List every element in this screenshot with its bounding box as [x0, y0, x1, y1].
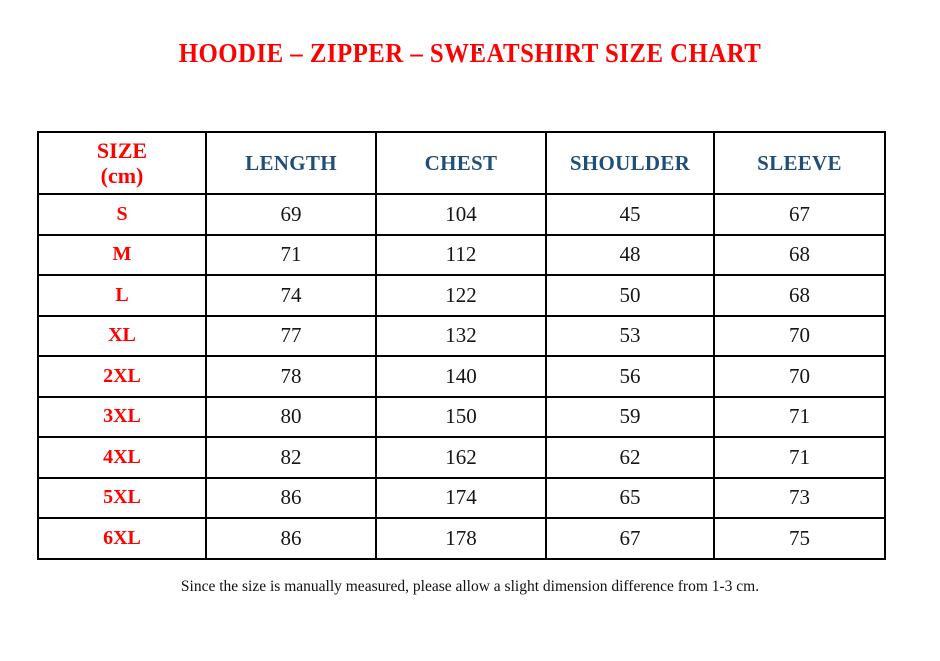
table-row-4xl: 4XL 82 162 62 71: [37, 436, 886, 479]
column-header-chest: CHEST: [375, 131, 547, 195]
size-label: L: [37, 274, 207, 317]
size-header-line1: SIZE: [96, 138, 148, 163]
length-value: 86: [205, 476, 377, 519]
size-chart-table: SIZE (cm) LENGTH CHEST SHOULDER SLEEVE S…: [37, 131, 886, 560]
sleeve-value: 67: [713, 193, 886, 236]
size-label: 6XL: [37, 517, 207, 560]
page-title: HOODIE – ZIPPER – SWEATSHIRT SIZE CHART: [178, 38, 762, 68]
length-value: 82: [205, 436, 377, 479]
sleeve-value: 70: [713, 314, 886, 357]
chest-value: 150: [375, 395, 547, 438]
table-row-l: L 74 122 50 68: [37, 274, 886, 317]
column-header-shoulder: SHOULDER: [545, 131, 715, 195]
size-label: 4XL: [37, 436, 207, 479]
shoulder-value: 62: [545, 436, 715, 479]
chest-value: 132: [375, 314, 547, 357]
size-label: 3XL: [37, 395, 207, 438]
chest-value: 178: [375, 517, 547, 560]
shoulder-value: 65: [545, 476, 715, 519]
size-label: 2XL: [37, 355, 207, 398]
chest-value: 162: [375, 436, 547, 479]
chest-value: 104: [375, 193, 547, 236]
sleeve-value: 70: [713, 355, 886, 398]
shoulder-value: 45: [545, 193, 715, 236]
size-header-line2: (cm): [100, 163, 144, 188]
column-header-sleeve: SLEEVE: [713, 131, 886, 195]
stray-dot: [478, 48, 481, 51]
sleeve-value: 71: [713, 395, 886, 438]
shoulder-value: 48: [545, 233, 715, 276]
table-row-xl: XL 77 132 53 70: [37, 314, 886, 357]
sleeve-value: 73: [713, 476, 886, 519]
length-value: 86: [205, 517, 377, 560]
length-value: 74: [205, 274, 377, 317]
table-row-m: M 71 112 48 68: [37, 233, 886, 276]
chest-value: 140: [375, 355, 547, 398]
size-label: 5XL: [37, 476, 207, 519]
shoulder-value: 50: [545, 274, 715, 317]
table-row-5xl: 5XL 86 174 65 73: [37, 476, 886, 519]
chest-value: 112: [375, 233, 547, 276]
length-value: 77: [205, 314, 377, 357]
table-row-6xl: 6XL 86 178 67 75: [37, 517, 886, 560]
sleeve-value: 68: [713, 233, 886, 276]
length-value: 78: [205, 355, 377, 398]
column-header-size: SIZE (cm): [37, 131, 207, 195]
chest-value: 122: [375, 274, 547, 317]
shoulder-value: 67: [545, 517, 715, 560]
table-row-2xl: 2XL 78 140 56 70: [37, 355, 886, 398]
sleeve-value: 71: [713, 436, 886, 479]
measurement-disclaimer: Since the size is manually measured, ple…: [180, 578, 760, 595]
shoulder-value: 53: [545, 314, 715, 357]
shoulder-value: 56: [545, 355, 715, 398]
table-header-row: SIZE (cm) LENGTH CHEST SHOULDER SLEEVE: [37, 131, 886, 195]
size-chart-page: { "page": { "stray_dot": ".", "title": "…: [0, 38, 940, 661]
size-label: S: [37, 193, 207, 236]
table-row-s: S 69 104 45 67: [37, 193, 886, 236]
length-value: 71: [205, 233, 377, 276]
size-label: XL: [37, 314, 207, 357]
column-header-length: LENGTH: [205, 131, 377, 195]
size-label: M: [37, 233, 207, 276]
shoulder-value: 59: [545, 395, 715, 438]
length-value: 80: [205, 395, 377, 438]
length-value: 69: [205, 193, 377, 236]
table-row-3xl: 3XL 80 150 59 71: [37, 395, 886, 438]
chest-value: 174: [375, 476, 547, 519]
sleeve-value: 75: [713, 517, 886, 560]
sleeve-value: 68: [713, 274, 886, 317]
